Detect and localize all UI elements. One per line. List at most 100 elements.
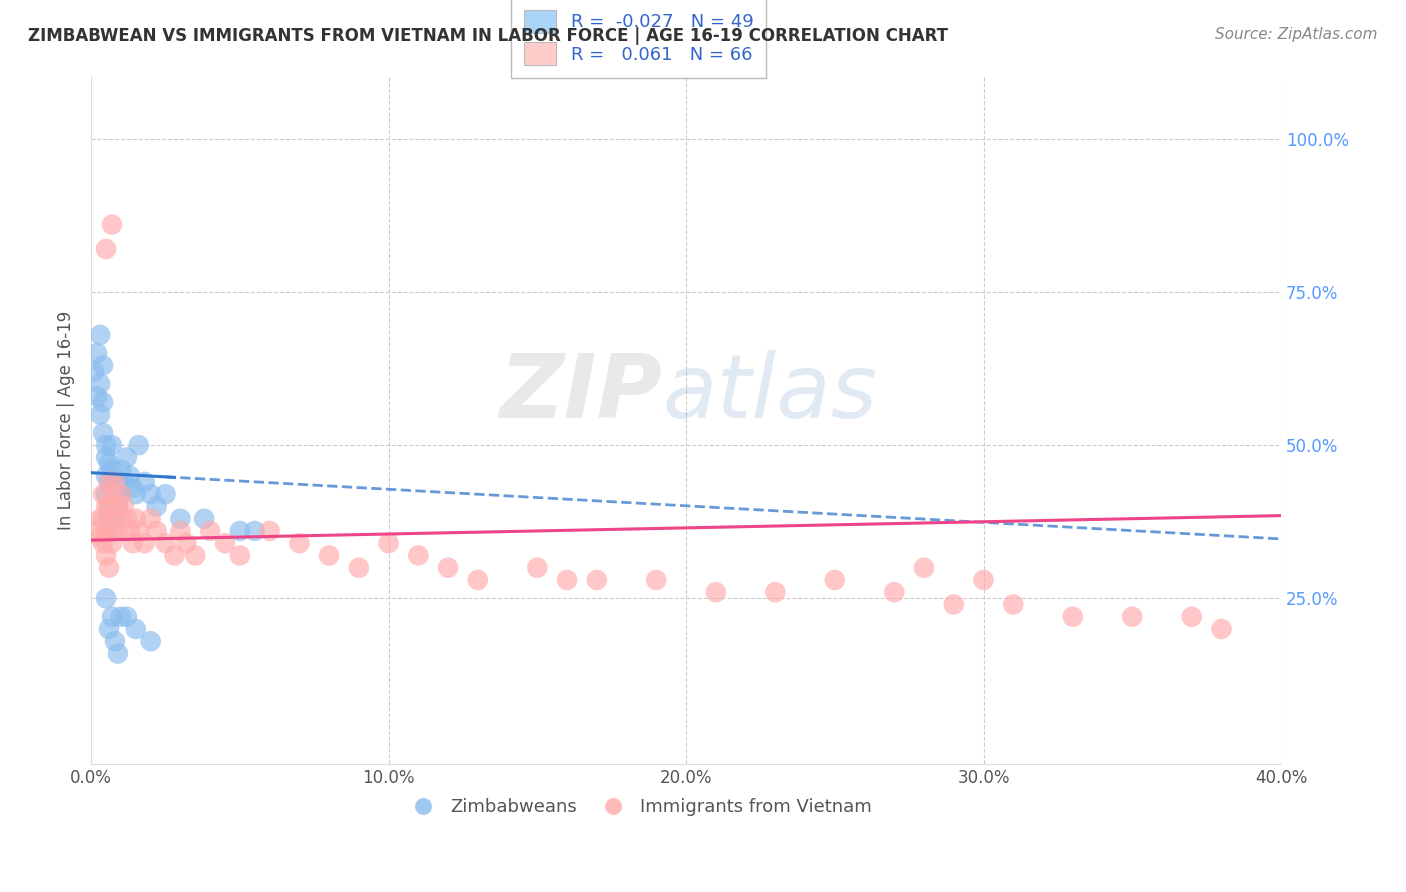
Point	[973, 573, 995, 587]
Point	[98, 475, 121, 489]
Point	[824, 573, 846, 587]
Point	[125, 511, 148, 525]
Point	[86, 346, 108, 360]
Point	[118, 524, 141, 538]
Point	[125, 487, 148, 501]
Point	[107, 500, 129, 514]
Point	[107, 647, 129, 661]
Text: atlas: atlas	[662, 351, 877, 436]
Point	[1002, 598, 1025, 612]
Point	[98, 511, 121, 525]
Point	[169, 511, 191, 525]
Point	[115, 450, 138, 465]
Point	[94, 487, 117, 501]
Point	[98, 457, 121, 471]
Point	[94, 549, 117, 563]
Point	[145, 500, 167, 514]
Point	[198, 524, 221, 538]
Y-axis label: In Labor Force | Age 16-19: In Labor Force | Age 16-19	[58, 311, 75, 530]
Point	[229, 549, 252, 563]
Point	[101, 536, 124, 550]
Point	[155, 487, 177, 501]
Point	[91, 536, 114, 550]
Point	[128, 524, 150, 538]
Point	[94, 500, 117, 514]
Point	[94, 524, 117, 538]
Text: Source: ZipAtlas.com: Source: ZipAtlas.com	[1215, 27, 1378, 42]
Point	[89, 530, 111, 544]
Point	[110, 487, 132, 501]
Point	[83, 365, 105, 379]
Point	[139, 511, 162, 525]
Point	[139, 634, 162, 648]
Point	[163, 549, 186, 563]
Point	[112, 475, 135, 489]
Point	[91, 511, 114, 525]
Point	[110, 609, 132, 624]
Point	[184, 549, 207, 563]
Point	[110, 511, 132, 525]
Point	[104, 511, 127, 525]
Point	[704, 585, 727, 599]
Point	[121, 536, 143, 550]
Point	[98, 500, 121, 514]
Point	[169, 524, 191, 538]
Point	[101, 438, 124, 452]
Point	[134, 536, 156, 550]
Point	[347, 560, 370, 574]
Point	[112, 500, 135, 514]
Point	[125, 622, 148, 636]
Point	[214, 536, 236, 550]
Point	[259, 524, 281, 538]
Point	[91, 487, 114, 501]
Point	[91, 359, 114, 373]
Point	[101, 463, 124, 477]
Point	[912, 560, 935, 574]
Point	[91, 395, 114, 409]
Point	[101, 218, 124, 232]
Legend: Zimbabweans, Immigrants from Vietnam: Zimbabweans, Immigrants from Vietnam	[398, 791, 879, 823]
Point	[104, 475, 127, 489]
Point	[155, 536, 177, 550]
Point	[115, 609, 138, 624]
Point	[107, 475, 129, 489]
Point	[942, 598, 965, 612]
Point	[104, 634, 127, 648]
Point	[145, 524, 167, 538]
Point	[101, 487, 124, 501]
Point	[101, 481, 124, 495]
Point	[176, 536, 198, 550]
Point	[89, 376, 111, 391]
Point	[94, 438, 117, 452]
Point	[110, 463, 132, 477]
Point	[89, 327, 111, 342]
Point	[91, 425, 114, 440]
Point	[98, 524, 121, 538]
Text: ZIMBABWEAN VS IMMIGRANTS FROM VIETNAM IN LABOR FORCE | AGE 16-19 CORRELATION CHA: ZIMBABWEAN VS IMMIGRANTS FROM VIETNAM IN…	[28, 27, 948, 45]
Point	[243, 524, 266, 538]
Point	[118, 468, 141, 483]
Point	[193, 511, 215, 525]
Point	[94, 242, 117, 256]
Point	[377, 536, 399, 550]
Point	[134, 475, 156, 489]
Point	[1121, 609, 1143, 624]
Point	[89, 408, 111, 422]
Point	[94, 591, 117, 606]
Point	[86, 389, 108, 403]
Point	[98, 475, 121, 489]
Point	[408, 549, 430, 563]
Point	[101, 609, 124, 624]
Point	[229, 524, 252, 538]
Point	[1181, 609, 1204, 624]
Point	[104, 500, 127, 514]
Point	[1211, 622, 1233, 636]
Point	[288, 536, 311, 550]
Point	[107, 500, 129, 514]
Point	[94, 450, 117, 465]
Point	[1062, 609, 1084, 624]
Point	[128, 438, 150, 452]
Point	[526, 560, 548, 574]
Point	[467, 573, 489, 587]
Point	[98, 560, 121, 574]
